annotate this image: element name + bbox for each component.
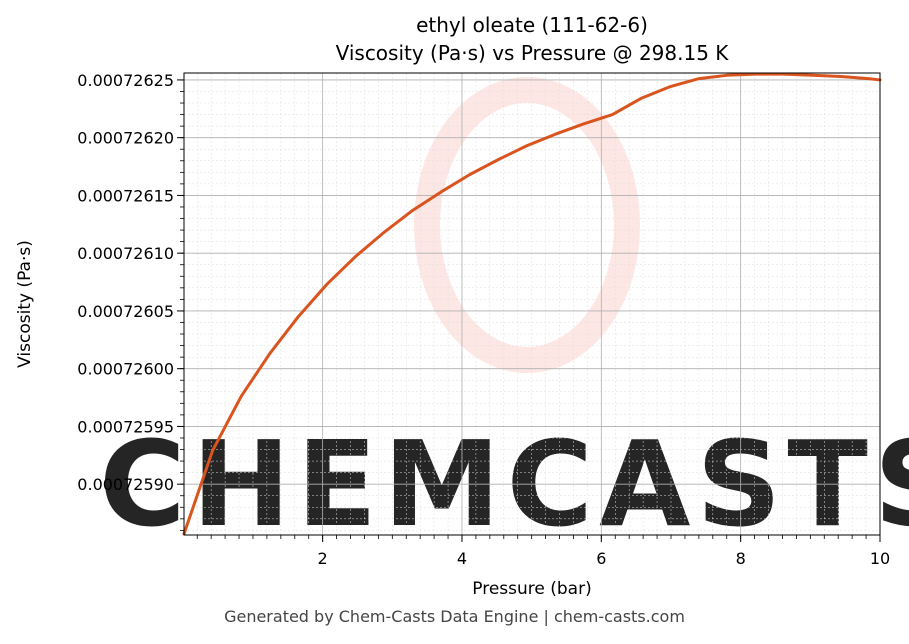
- watermark-logo: [414, 77, 640, 373]
- x-tick-label: 2: [318, 549, 328, 568]
- y-tick-label: 0.00072605: [77, 302, 174, 321]
- y-tick-label: 0.00072620: [77, 129, 174, 148]
- x-tick-label: 8: [736, 549, 746, 568]
- x-tick-label: 10: [870, 549, 890, 568]
- series-group: [182, 72, 882, 536]
- footer-credit: Generated by Chem-Casts Data Engine | ch…: [224, 607, 685, 626]
- viscosity-line: [182, 72, 882, 536]
- y-axis-label: Viscosity (Pa·s): [15, 240, 35, 368]
- y-tick-label: 0.00072625: [77, 71, 174, 90]
- tick-labels: 2 4 6 8 10 0.00072590 0.00072595 0.00072600 0.00…: [77, 71, 890, 568]
- y-tick-label: 0.00072590: [77, 475, 174, 494]
- axis-ticks: [177, 79, 881, 542]
- x-axis-label: Pressure (bar): [472, 579, 591, 599]
- chart-title-line1: ethyl oleate (111-62-6): [416, 13, 648, 37]
- x-tick-label: 4: [457, 549, 467, 568]
- y-tick-label: 0.00072615: [77, 186, 174, 205]
- y-tick-label: 0.00072610: [77, 244, 174, 263]
- major-grid: [184, 73, 881, 535]
- x-tick-label: 6: [596, 549, 606, 568]
- watermark: CHEMCASTS: [99, 77, 909, 553]
- y-tick-label: 0.00072595: [77, 417, 174, 436]
- y-tick-label: 0.00072600: [77, 360, 174, 379]
- chart-title-line2: Viscosity (Pa·s) vs Pressure @ 298.15 K: [336, 41, 730, 65]
